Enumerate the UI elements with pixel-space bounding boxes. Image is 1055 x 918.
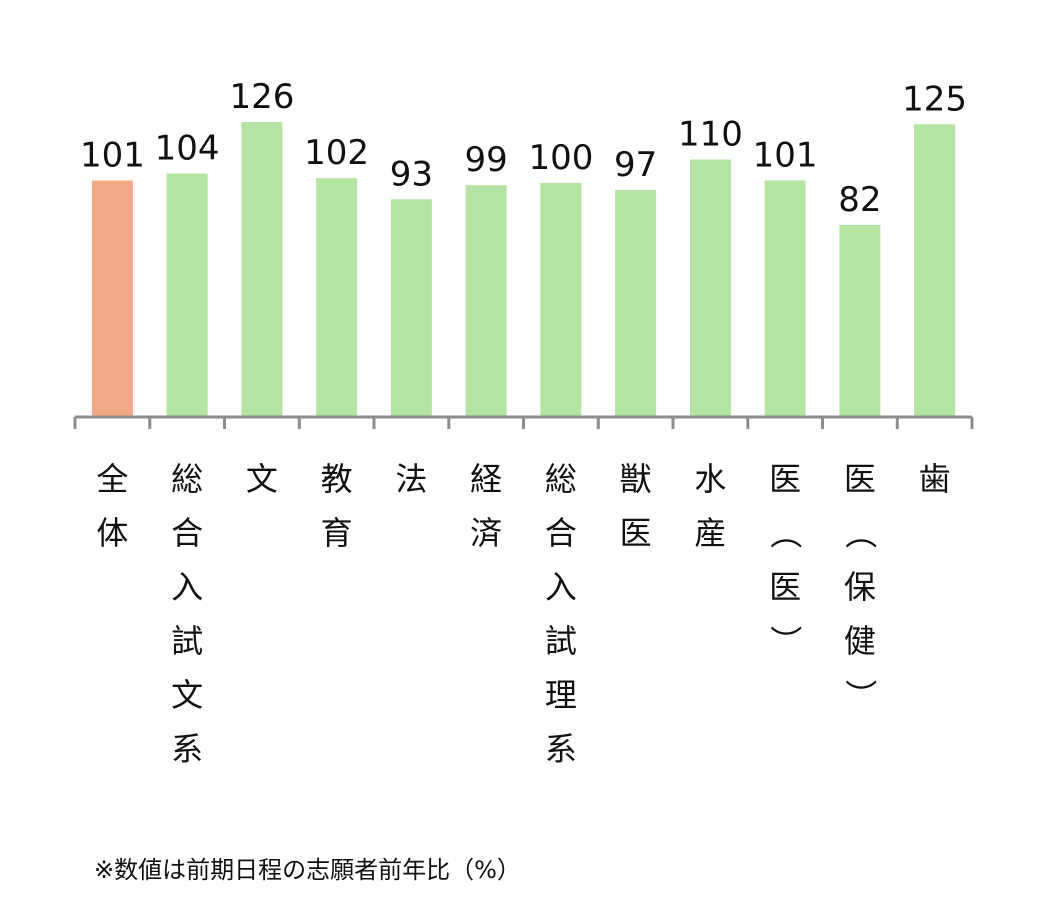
category-char: 文 [171, 676, 203, 714]
category-label-9: 医 （ 医 ） [766, 460, 804, 657]
bar-4 [390, 199, 432, 417]
bar-9 [764, 180, 806, 417]
category-label-4: 法 [395, 460, 427, 498]
value-label-9: 101 [753, 136, 818, 176]
value-label-5: 99 [464, 140, 507, 180]
category-char: 歯 [919, 460, 951, 498]
category-char: 経 [470, 460, 502, 498]
category-char: 体 [96, 514, 128, 552]
value-label-11: 125 [902, 79, 967, 119]
value-label-3: 102 [304, 133, 369, 173]
category-char: 健 [844, 622, 876, 660]
category-char: 試 [545, 622, 577, 660]
category-label-5: 経済 [470, 460, 502, 552]
category-char: 入 [545, 568, 577, 606]
category-char: 育 [321, 514, 353, 552]
x-axis-ticks [73, 417, 974, 429]
category-label-8: 水産 [694, 460, 726, 552]
category-char: 産 [694, 514, 726, 552]
category-label-0: 全体 [96, 460, 128, 552]
category-char: 全 [96, 460, 128, 498]
category-char: 水 [694, 460, 726, 498]
category-char: 合 [171, 514, 203, 552]
bars-group [91, 122, 956, 418]
value-label-0: 101 [80, 136, 145, 176]
category-char: 医 [769, 568, 801, 606]
category-char: 合 [545, 514, 577, 552]
value-label-4: 93 [390, 154, 433, 194]
value-label-10: 82 [838, 180, 881, 220]
category-char: 文 [246, 460, 278, 498]
bar-11 [914, 124, 956, 418]
category-label-10: 医 （ 保健 ） [841, 460, 879, 711]
category-label-11: 歯 [919, 460, 951, 498]
category-char: 総 [545, 460, 577, 498]
category-char: （ [841, 517, 879, 549]
category-char: 医 [769, 460, 801, 498]
bar-6 [540, 182, 582, 417]
category-label-7: 獣医 [620, 460, 652, 552]
category-char: ） [841, 679, 879, 711]
category-char: （ [766, 517, 804, 549]
category-char: 済 [470, 514, 502, 552]
category-char: 医 [620, 514, 652, 552]
category-char: 医 [844, 460, 876, 498]
category-char: 系 [545, 730, 577, 768]
bar-5 [465, 185, 507, 417]
bar-1 [166, 173, 208, 417]
footnote: ※数値は前期日程の志願者前年比（%） [94, 856, 521, 884]
bar-10 [839, 225, 881, 417]
value-label-7: 97 [614, 145, 657, 185]
category-char: 教 [321, 460, 353, 498]
bar-0 [91, 180, 133, 417]
bar-2 [241, 122, 283, 417]
value-label-2: 126 [229, 77, 294, 117]
category-char: 獣 [620, 460, 652, 498]
category-label-2: 文 [246, 460, 278, 498]
bar-8 [689, 159, 731, 417]
value-label-1: 104 [155, 129, 220, 169]
category-char: 保 [844, 568, 876, 606]
category-char: 理 [545, 676, 577, 714]
category-char: 法 [395, 460, 427, 498]
category-char: 系 [171, 730, 203, 768]
value-label-6: 100 [528, 138, 593, 178]
bar-7 [615, 189, 657, 417]
bar-3 [316, 178, 358, 417]
category-char: 総 [171, 460, 203, 498]
category-char: 入 [171, 568, 203, 606]
value-label-8: 110 [678, 115, 743, 155]
category-label-3: 教育 [321, 460, 353, 552]
category-char: 試 [171, 622, 203, 660]
category-char: ） [766, 625, 804, 657]
